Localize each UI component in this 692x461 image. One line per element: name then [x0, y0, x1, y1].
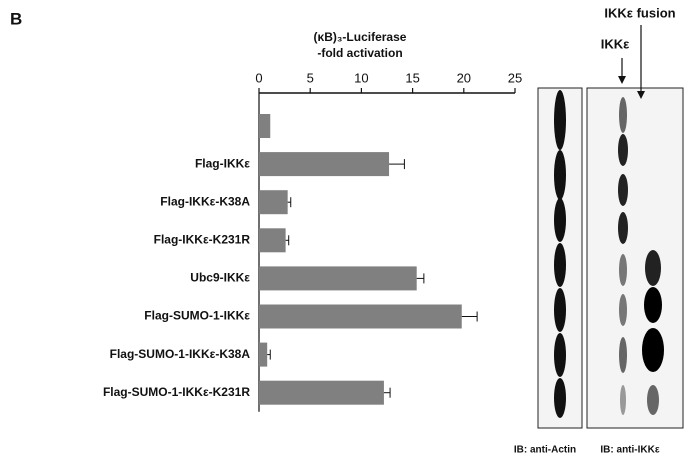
error-bar	[267, 350, 270, 360]
category-label: Flag-SUMO-1-IKKε	[144, 309, 250, 323]
figure: B (κB)₃-Luciferase -fold activation IKKε…	[0, 0, 692, 461]
annotation: IB: anti-Actin	[514, 445, 576, 456]
category-label: Flag-SUMO-1-IKKε-K231R	[103, 385, 250, 399]
axis-title: (κB)₃-Luciferase	[314, 30, 407, 44]
error-bar	[286, 235, 289, 245]
blot-images	[538, 25, 683, 428]
x-tick-label: 10	[354, 70, 368, 85]
bar	[259, 152, 389, 176]
bar	[259, 343, 267, 367]
x-tick-label: 15	[405, 70, 419, 85]
panel-label: B	[10, 9, 22, 28]
bar	[259, 228, 286, 252]
bar	[259, 305, 462, 329]
category-label: Flag-SUMO-1-IKKε-K38A	[110, 347, 251, 361]
axis-title: -fold activation	[317, 46, 402, 60]
category-label: Ubc9-IKKε	[190, 271, 250, 285]
bar	[259, 114, 270, 138]
bar	[259, 266, 417, 290]
annotation: IKKε	[601, 36, 630, 51]
annotation: IB: anti-IKKε	[600, 445, 659, 456]
x-tick-label: 20	[457, 70, 471, 85]
category-label: Flag-IKKε-K38A	[160, 194, 250, 208]
annotation: IKKε fusion	[604, 5, 675, 20]
error-bar	[389, 159, 404, 169]
x-tick-label: 0	[255, 70, 262, 85]
error-bar	[417, 273, 424, 283]
bar	[259, 190, 288, 214]
category-label: Flag-IKKε	[195, 156, 250, 170]
bar	[259, 381, 384, 405]
error-bar	[384, 388, 390, 398]
error-bar	[288, 197, 291, 207]
category-label: Flag-IKKε-K231R	[154, 232, 251, 246]
error-bar	[462, 312, 477, 322]
x-tick-label: 5	[307, 70, 314, 85]
x-tick-label: 25	[508, 70, 522, 85]
